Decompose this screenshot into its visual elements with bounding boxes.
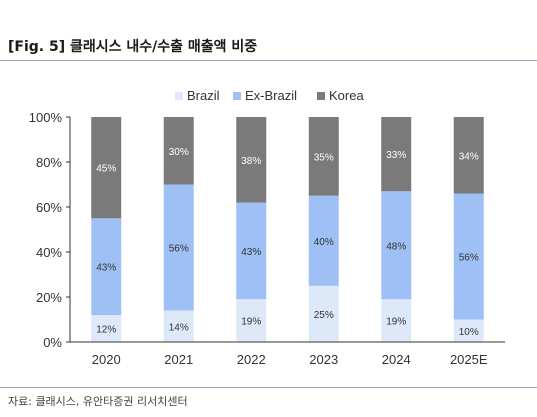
data-label-ex-brazil: 40% [314,237,334,248]
title-underline [0,60,537,61]
data-label-korea: 45% [96,164,116,175]
bar-segment-brazil [91,315,122,342]
legend-label-korea: Korea [329,88,364,103]
legend-label-ex-brazil: Ex-Brazil [245,88,297,103]
data-label-korea: 34% [459,151,479,162]
bar-segment-korea [453,117,484,194]
x-tick-label: 2020 [92,352,121,367]
bars-layer: 12% 43% 45% 14% 56% 30% 19% 43% 38% 25% 40% 35% 19% 4… [91,117,484,342]
data-label-ex-brazil: 56% [459,253,479,264]
x-tick-label: 2021 [164,352,193,367]
source-note: 자료: 클래시스, 유안타증권 리서치센터 [8,395,188,408]
data-label-ex-brazil: 43% [96,263,116,274]
bar-segment-korea [236,117,267,203]
stacked-bar-chart: Brazil Ex-Brazil Korea 0%20%40%60%80%100% … [29,88,505,367]
x-tick-label: 2022 [237,352,266,367]
bar-segment-korea [163,117,194,185]
data-label-ex-brazil: 56% [169,244,189,255]
bar-segment-ex-brazil [453,193,484,320]
legend-swatch-korea [317,92,325,100]
x-tick-label: 2024 [382,352,411,367]
bar-segment-brazil [236,299,267,342]
bar-segment-ex-brazil [91,218,122,315]
bar-segment-ex-brazil [381,191,412,300]
bar-segment-brazil [308,285,339,342]
data-label-ex-brazil: 48% [386,241,406,252]
bar-segment-ex-brazil [236,202,267,300]
x-tick-label: 2025E [450,352,488,367]
chart-title: [Fig. 5] 클래시스 내수/수출 매출액 비중 [8,39,258,55]
bar-segment-brazil [163,310,194,342]
data-label-brazil: 14% [169,322,189,333]
data-label-brazil: 19% [241,317,261,328]
bar-segment-korea [308,117,339,196]
data-label-korea: 38% [241,156,261,167]
data-label-korea: 33% [386,150,406,161]
data-label-brazil: 19% [386,317,406,328]
data-label-korea: 35% [314,152,334,163]
y-axis: 0% 20% 40% 60% 80% 100% [29,110,71,350]
x-tick-label: 2023 [309,352,338,367]
data-label-ex-brazil: 43% [241,247,261,258]
bar-segment-brazil [381,299,412,342]
legend-label-brazil: Brazil [187,88,220,103]
y-tick-label: 60% [36,200,62,215]
y-tick-label: 0% [43,335,62,350]
data-label-brazil: 12% [96,325,116,336]
y-tick-label: 40% [36,245,62,260]
bar-segment-korea [381,117,412,192]
data-label-brazil: 25% [314,310,334,321]
x-axis: 2020 2021 2022 2023 2024 2025E [70,341,505,367]
data-label-korea: 30% [169,147,189,158]
bar-segment-brazil [453,319,484,342]
legend-swatch-ex-brazil [233,92,241,100]
data-label-brazil: 10% [459,327,479,338]
bar-segment-ex-brazil [163,184,194,311]
bar-segment-korea [91,117,122,219]
y-tick-label: 80% [36,155,62,170]
footer-rule [0,387,537,388]
y-tick-label: 100% [29,110,63,125]
y-tick-label: 20% [36,290,62,305]
bar-segment-ex-brazil [308,195,339,286]
legend-swatch-brazil [175,92,183,100]
chart-legend: Brazil Ex-Brazil Korea [175,88,364,103]
